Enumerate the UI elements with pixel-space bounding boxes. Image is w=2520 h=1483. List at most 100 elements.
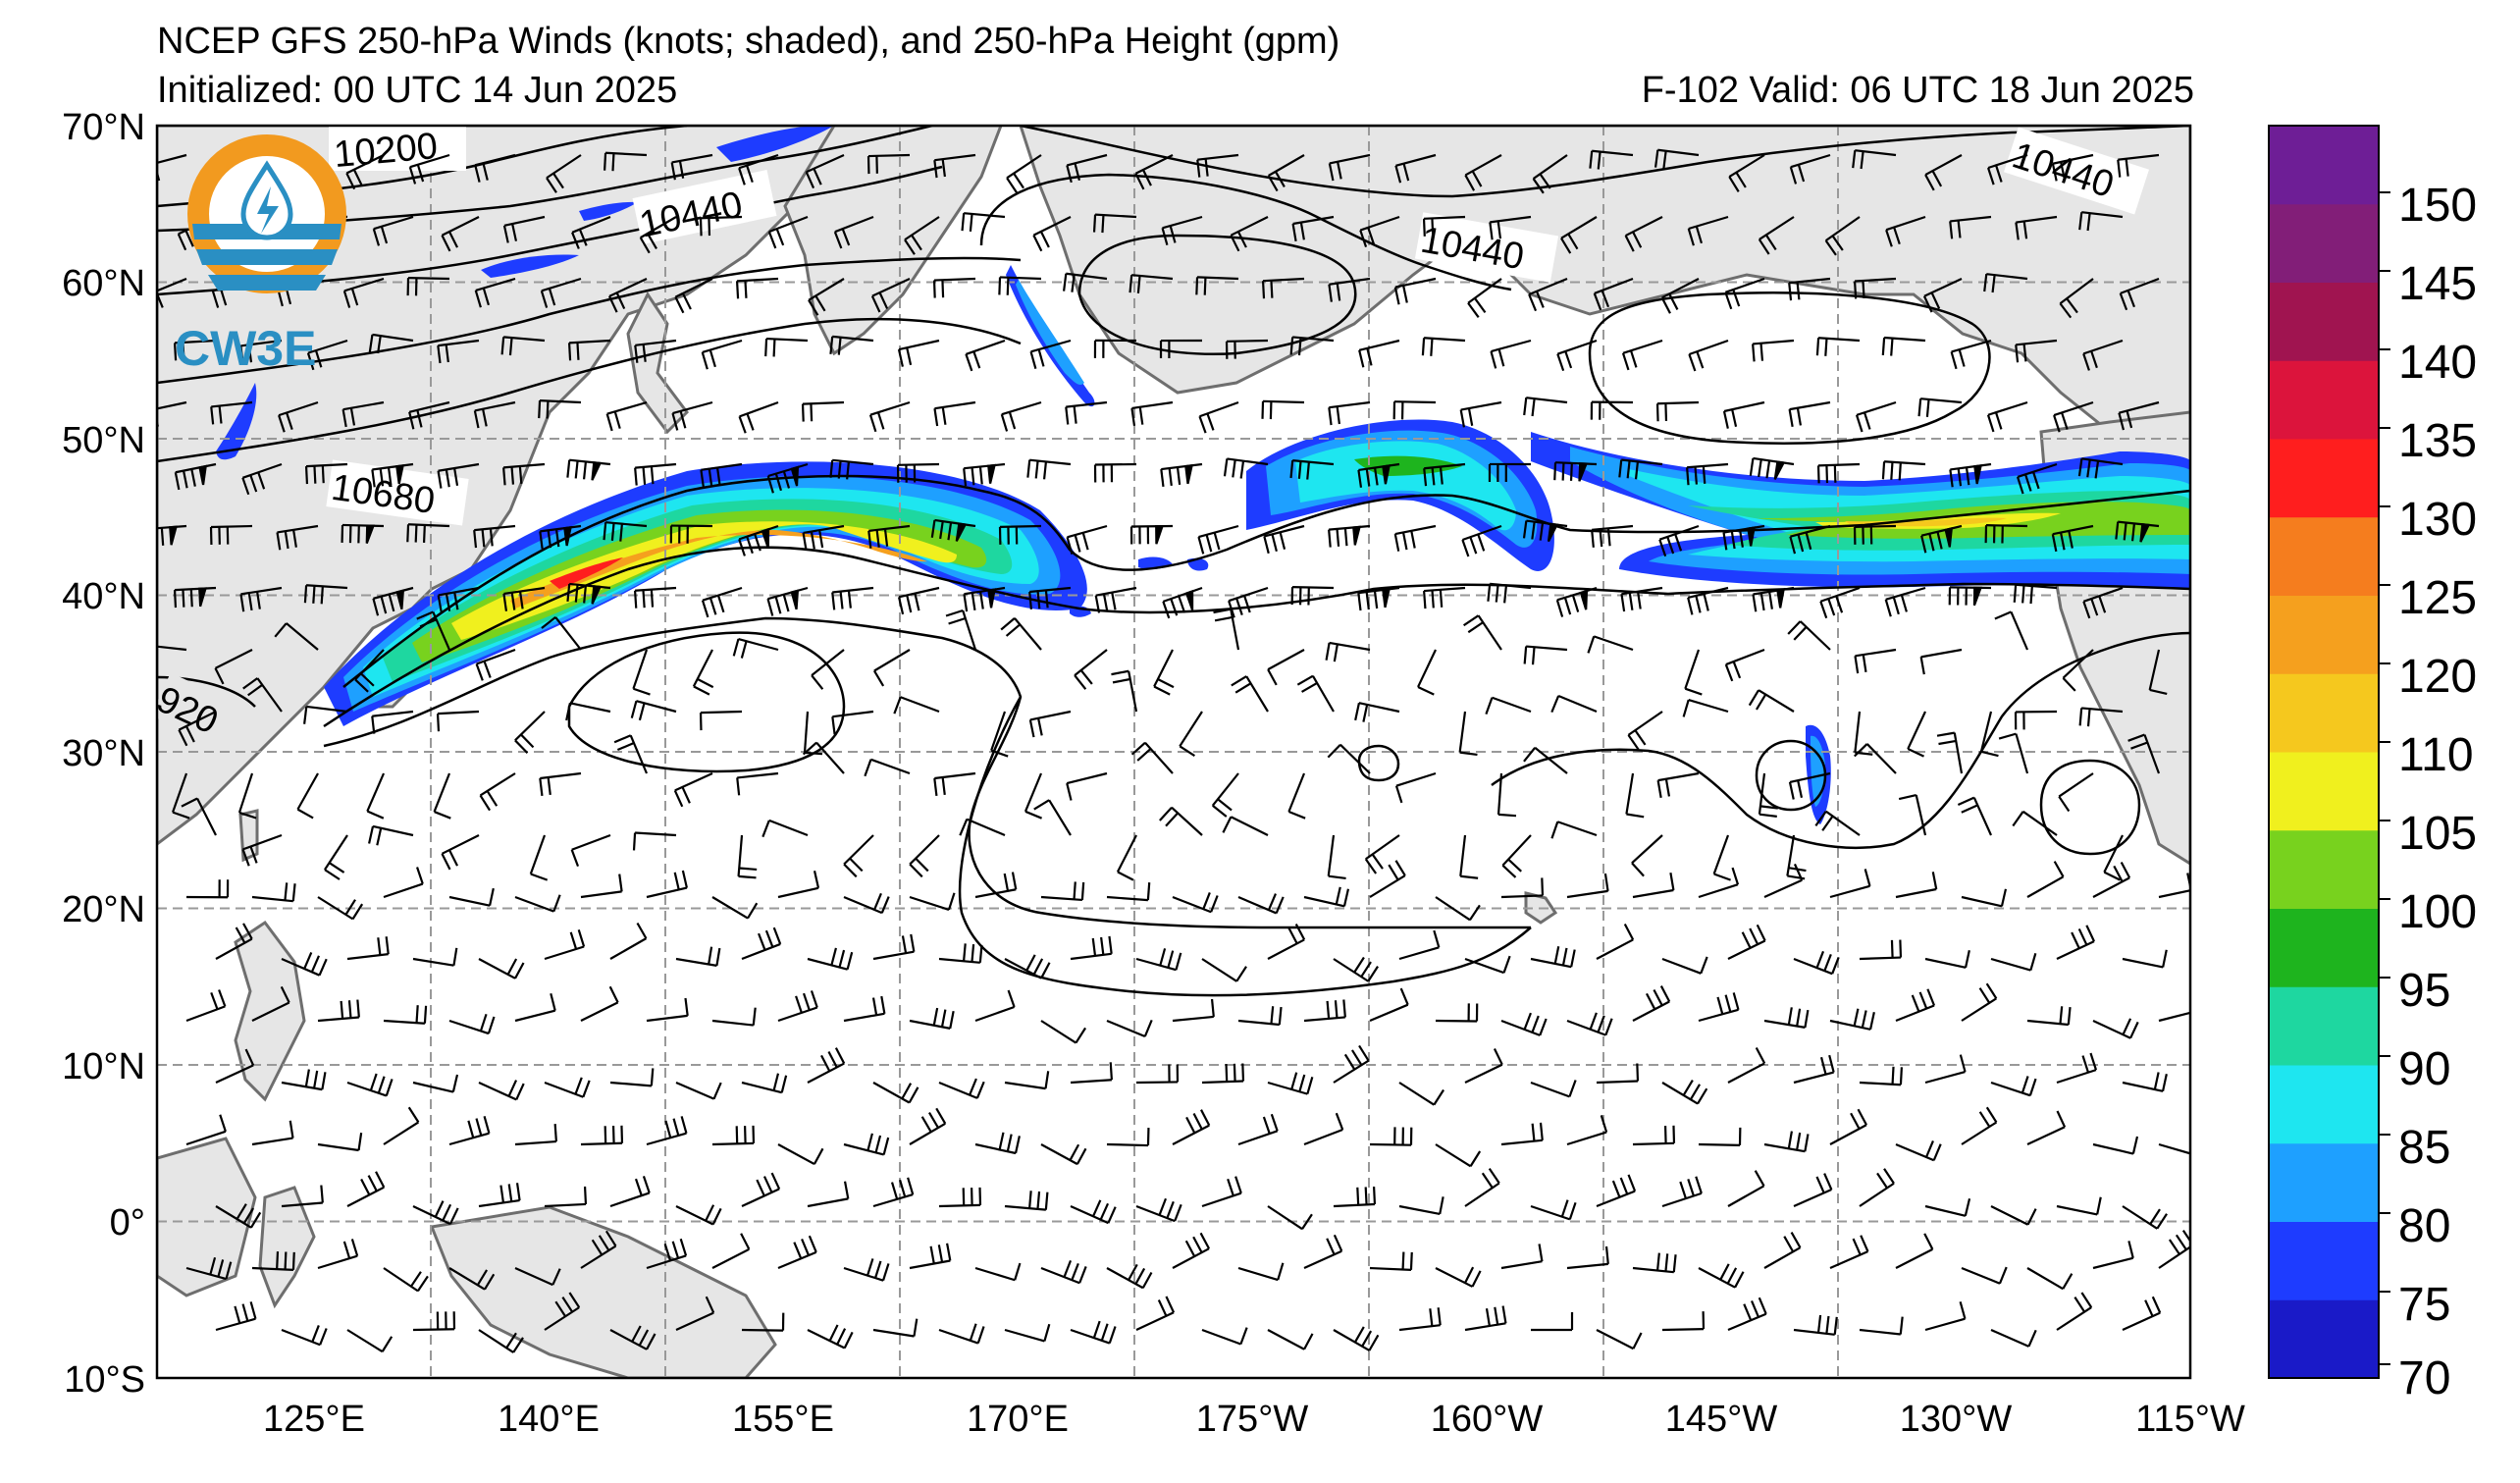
cb-label-135: 135	[2398, 415, 2477, 467]
taiwan	[238, 809, 259, 863]
wind-barb	[1267, 923, 1306, 960]
wind-barb	[1660, 278, 1700, 314]
lon-label-160w: 160°W	[1431, 1399, 1544, 1440]
wind-barb	[478, 1080, 525, 1101]
wind-barb	[736, 771, 779, 796]
wind-barb	[777, 1235, 817, 1270]
wind-barb	[371, 710, 414, 734]
wind-barb	[1824, 216, 1861, 256]
wind-barb	[1724, 648, 1765, 682]
wind-barb	[1624, 216, 1663, 252]
closed-high-west-pac	[567, 631, 846, 773]
wind-barb	[251, 1251, 295, 1271]
wind-barb	[2053, 400, 2094, 433]
wind-barb	[1327, 743, 1371, 774]
wind-barb	[1461, 524, 1502, 557]
wind-barb	[1172, 892, 1219, 914]
wind-barb	[1898, 793, 1927, 836]
wind-barb	[1398, 1196, 1444, 1216]
wind-barb	[383, 1106, 420, 1145]
wind-barb	[646, 1238, 688, 1270]
wind-barb	[1435, 1143, 1482, 1168]
wind-barb	[479, 772, 516, 812]
wind-barb	[1854, 743, 1897, 774]
wind-barb	[1129, 524, 1174, 545]
wind-barb	[2078, 211, 2124, 232]
wind-barb	[1621, 339, 1663, 371]
wind-barb	[371, 462, 414, 488]
wind-barb	[580, 1230, 617, 1269]
wind-barb	[938, 1078, 985, 1099]
wind-barb	[1632, 873, 1675, 899]
wind-barb	[1550, 694, 1598, 714]
wind-barb	[807, 1047, 846, 1084]
wind-barb	[251, 1120, 294, 1146]
wind-barb	[2051, 524, 2094, 553]
wind-barb	[1070, 1320, 1117, 1345]
wind-barb	[368, 824, 414, 846]
lat-label-20n: 20°N	[62, 889, 145, 930]
wind-barb	[1267, 154, 1305, 192]
lon-label-155e: 155°E	[732, 1399, 834, 1440]
wind-barb	[1261, 277, 1305, 299]
wind-barb	[909, 892, 956, 911]
wind-barb	[1855, 400, 1897, 433]
wind-barb	[909, 1243, 952, 1270]
wind-barb	[539, 524, 582, 550]
wind-barb	[1093, 462, 1137, 483]
wind-barb	[368, 333, 414, 354]
colorbar-swatch	[2269, 908, 2379, 987]
wind-barb	[711, 896, 759, 920]
wind-barb	[1990, 1328, 2037, 1348]
wind-barb	[1698, 992, 1740, 1023]
wind-barb	[632, 831, 677, 851]
wind-barb	[1490, 339, 1532, 369]
wind-barb	[1496, 772, 1517, 818]
wind-barb	[241, 462, 283, 496]
wind-barb	[1684, 649, 1703, 696]
wind-barb	[646, 870, 689, 899]
wind-barb	[808, 278, 845, 316]
wind-barb	[1106, 1263, 1153, 1290]
wind-barb	[1979, 711, 1999, 758]
wind-barb	[538, 399, 582, 419]
wind-barb	[1895, 1233, 1934, 1269]
wind-barb	[1655, 400, 1700, 422]
wind-barb	[1485, 696, 1532, 715]
borneo	[157, 1137, 257, 1298]
wind-barb	[801, 400, 845, 422]
wind-barb	[1949, 215, 1992, 239]
wind-barb	[1853, 277, 1897, 299]
wind-barb	[766, 586, 809, 616]
wind-barb	[671, 400, 713, 431]
colorbar: 150 145 140 135 130 125 120 110 105 100 …	[2268, 125, 2477, 1404]
wind-barb	[777, 870, 820, 899]
wind-barb	[475, 648, 516, 681]
wind-barb	[346, 1329, 394, 1353]
wind-barb	[692, 649, 714, 696]
wind-barb	[639, 216, 677, 254]
wind-barb	[1423, 462, 1466, 487]
sakhalin-kuril	[626, 291, 689, 435]
wind-barb	[278, 400, 319, 433]
contour-10680	[157, 317, 1022, 463]
wind-barb	[711, 1233, 751, 1269]
wind-barb	[185, 1256, 233, 1281]
wind-barb	[1364, 834, 1400, 874]
wind-barb	[317, 896, 364, 921]
wind-barb	[1369, 1251, 1413, 1271]
wind-barb	[1852, 149, 1897, 170]
wind-barb	[1325, 641, 1371, 662]
wind-barb	[1488, 462, 1532, 482]
wind-barb	[436, 710, 480, 732]
wind-barb	[870, 278, 911, 313]
wind-barb	[502, 215, 546, 243]
lat-label-10s: 10°S	[64, 1359, 145, 1401]
wind-barb	[630, 700, 677, 721]
wind-barb	[185, 1114, 227, 1146]
wind-barb	[383, 1005, 428, 1025]
wind-barb	[872, 933, 916, 961]
wind-barb	[933, 400, 976, 427]
lat-label-0: 0°	[110, 1202, 145, 1244]
